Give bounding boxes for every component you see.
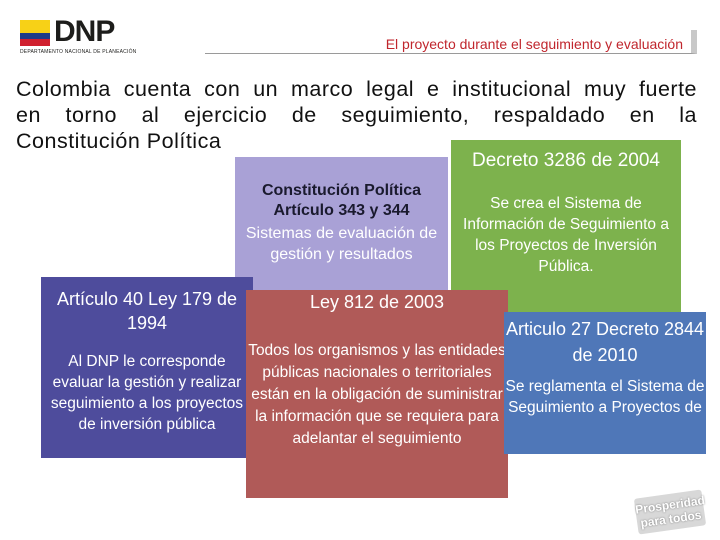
page-title: El proyecto durante el seguimiento y eva… (385, 36, 683, 52)
decreto-2844-heading: Articulo 27 Decreto 2844 de 2010 (505, 319, 705, 365)
colombia-flag-icon (20, 20, 50, 46)
intro-paragraph: Colombia cuenta con un marco legal e ins… (16, 76, 697, 154)
dnp-logo: DNP DEPARTAMENTO NACIONAL DE PLANEACIÓN (20, 15, 140, 55)
prosperidad-badge: Prosperidad para todos (633, 489, 707, 535)
intro-line-2: en torno al ejercicio de seguimiento, re… (16, 103, 697, 127)
decreto-3286-body: Se crea el Sistema de Información de Seg… (463, 195, 669, 275)
ley-179-box: Artículo 40 Ley 179 de 1994 Al DNP le co… (41, 277, 253, 458)
constitucion-body: Sistemas de evaluación de gestión y resu… (245, 225, 438, 263)
intro-line-3: Constitución Política (16, 129, 222, 153)
ley-179-heading: Artículo 40 Ley 179 de 1994 (56, 289, 238, 333)
ley-812-body: Todos los organismos y las entidades púb… (248, 342, 506, 447)
logo-text: DNP (54, 15, 115, 48)
decreto-2844-box: Articulo 27 Decreto 2844 de 2010 Se regl… (504, 312, 706, 454)
decreto-3286-heading: Decreto 3286 de 2004 (471, 150, 661, 171)
ley-812-heading: Ley 812 de 2003 (309, 292, 445, 312)
decreto-2844-body: Se reglamenta el Sistema de Seguimiento … (505, 378, 705, 416)
logo-subtitle: DEPARTAMENTO NACIONAL DE PLANEACIÓN (20, 49, 137, 55)
ley-179-body: Al DNP le corresponde evaluar la gestión… (50, 353, 244, 433)
constitucion-heading: Constitución Política Artículo 343 y 344 (261, 182, 422, 219)
ley-812-box: Ley 812 de 2003 Todos los organismos y l… (246, 290, 508, 498)
header-bar: El proyecto durante el seguimiento y eva… (205, 30, 697, 54)
intro-line-1: Colombia cuenta con un marco legal e ins… (16, 77, 697, 101)
decreto-3286-box: Decreto 3286 de 2004 Se crea el Sistema … (451, 140, 681, 316)
